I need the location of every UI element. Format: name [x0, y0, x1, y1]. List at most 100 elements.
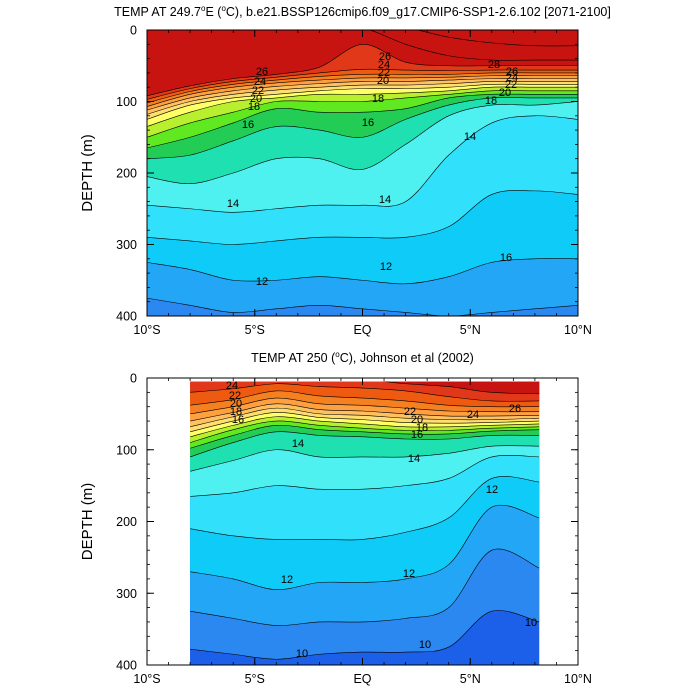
isotherm-12: [190, 505, 540, 590]
contour-label: 12: [403, 568, 415, 580]
contour-label: 14: [464, 131, 476, 143]
contour-field: [190, 381, 540, 665]
contour-label: 20: [230, 398, 242, 410]
isotherm-12: [147, 258, 578, 285]
contour-label: 10: [419, 639, 431, 651]
y-tick-label: 100: [116, 95, 137, 109]
isotherm-26: [382, 381, 540, 395]
contour-label: 14: [408, 453, 420, 465]
x-tick-label: 10°N: [564, 672, 592, 686]
contour-label: 22: [252, 85, 264, 97]
isotherm-16: [147, 97, 578, 159]
contour-label: 12: [256, 276, 268, 288]
y-axis-label: DEPTH (m): [79, 483, 96, 561]
isotherm-14: [190, 455, 540, 497]
isotherm-17: [147, 93, 578, 149]
isotherm-18: [190, 420, 540, 443]
contour-label: 24: [506, 72, 518, 84]
contour-label: 16: [232, 414, 244, 426]
isotherm-25: [190, 383, 540, 402]
contour-label: 12: [486, 484, 498, 496]
contour-label: 22: [505, 79, 517, 91]
isotherm-23: [190, 397, 540, 415]
isotherm-20: [190, 412, 540, 433]
contour-label: 16: [500, 252, 512, 264]
y-axis-label: DEPTH (m): [79, 134, 96, 212]
x-tick-label: 5°N: [460, 672, 481, 686]
isotherm-14: [147, 115, 578, 213]
isotherm-11: [190, 548, 540, 626]
isotherm-13: [190, 476, 540, 541]
isotherm-26: [147, 43, 578, 97]
contour-label: 18: [230, 406, 242, 418]
contour-band-28: [417, 30, 578, 46]
contour-label: 14: [292, 438, 304, 450]
contour-label: 22: [378, 67, 390, 79]
contour-label: 22: [229, 390, 241, 402]
y-tick-label: 100: [116, 443, 137, 457]
x-tick-label: 10°N: [564, 323, 592, 337]
isotherm-18: [147, 90, 578, 138]
isotherm-15: [190, 445, 540, 472]
isotherm-25: [147, 68, 578, 100]
panel-bottom: 10°S 5°S EQ 5°N 10°N 0 100 200 300 400 DEPTH (m) TE…: [79, 350, 592, 686]
chart-title: TEMP AT 250 (oC), Johnson et al (2002): [251, 350, 474, 365]
contour-label: 20: [377, 75, 389, 87]
contour-label: 24: [378, 59, 390, 71]
isotherm-15: [147, 101, 578, 185]
y-tick-label: 0: [130, 372, 137, 386]
y-tick-label: 200: [116, 515, 137, 529]
isotherm-11: [147, 297, 578, 316]
x-tick-label: EQ: [353, 323, 371, 337]
y-tick-label: 400: [116, 310, 137, 324]
x-tick-label: 5°S: [245, 672, 265, 686]
contour-label: 26: [379, 51, 391, 63]
x-tick-label: 10°S: [133, 323, 160, 337]
contour-label: 16: [242, 119, 254, 131]
y-tick-label: 300: [116, 238, 137, 252]
isotherm-17: [190, 424, 540, 449]
contour-label: 18: [485, 95, 497, 107]
isotherm-23: [147, 75, 578, 107]
contour-label: 14: [379, 194, 391, 206]
contour-label: 26: [506, 66, 518, 78]
contour-label: 16: [362, 117, 374, 129]
contour-label: 28: [488, 59, 500, 71]
isotherm-21: [190, 407, 540, 428]
contour-label: 16: [411, 429, 423, 441]
contour-label: 24: [254, 76, 266, 88]
contour-label: 12: [380, 261, 392, 273]
chart-title: TEMP AT 249.7oE (oC), b.e21.BSSP126cmip6…: [114, 4, 611, 19]
isotherm-24: [190, 390, 540, 408]
isotherm-28: [416, 30, 578, 47]
contour-label: 18: [248, 101, 260, 113]
isotherm-21: [147, 81, 578, 115]
contour-label: 14: [227, 198, 239, 210]
y-tick-label: 300: [116, 587, 137, 601]
isotherm-13: [147, 190, 578, 245]
contour-field: [147, 30, 578, 316]
contour-label: 18: [416, 422, 428, 434]
contour-label: 10: [525, 617, 537, 629]
x-tick-label: EQ: [353, 672, 371, 686]
contour-label: 20: [499, 87, 511, 99]
isotherm-16: [190, 431, 540, 458]
contour-label: 24: [467, 409, 479, 421]
isotherm-27: [369, 30, 578, 61]
x-tick-label: 5°N: [460, 323, 481, 337]
isotherm-20: [147, 83, 578, 120]
isotherm-19: [190, 416, 540, 438]
y-tick-label: 0: [130, 24, 137, 38]
contour-label: 12: [281, 574, 293, 586]
isotherm-22: [147, 78, 578, 111]
x-tick-label: 5°S: [245, 323, 265, 337]
contour-label: 20: [411, 414, 423, 426]
isotherm-19: [147, 86, 578, 127]
contour-label: 24: [226, 380, 238, 392]
x-tick-label: 10°S: [133, 672, 160, 686]
y-tick-label: 200: [116, 167, 137, 181]
contour-label: 10: [296, 648, 308, 660]
y-tick-label: 400: [116, 659, 137, 673]
contour-label: 18: [372, 93, 384, 105]
panel-top: 10°S 5°S EQ 5°N 10°N 0 100 200 300 400 DEPTH (m) TE…: [79, 4, 611, 337]
